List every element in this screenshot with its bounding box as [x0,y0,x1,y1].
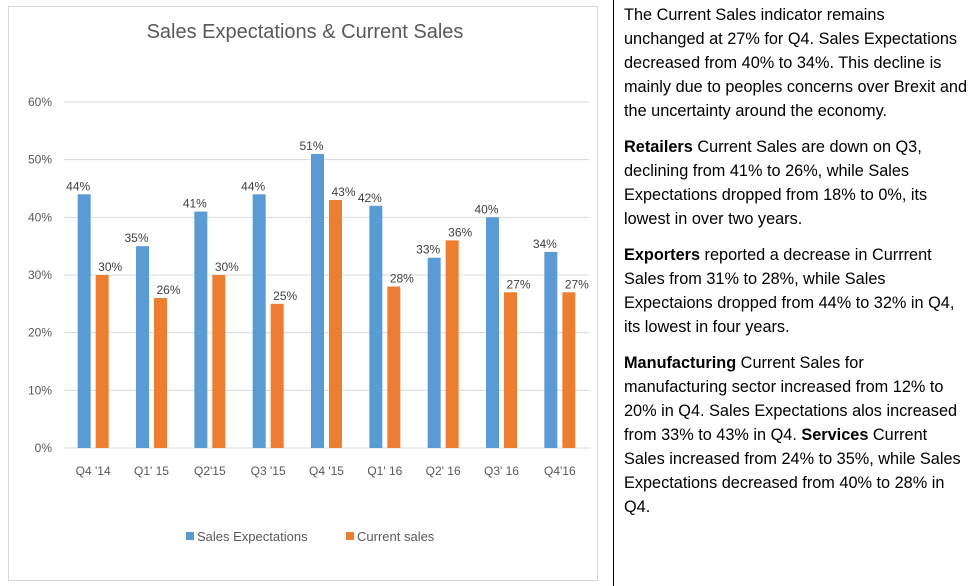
data-label: 30% [98,260,122,274]
x-tick-label: Q3 '15 [251,464,286,478]
legend-label: Sales Expectations [197,529,308,544]
bar-sales-expectations [252,194,266,448]
bar-sales-expectations [544,251,558,448]
services-text: Current Sales increased from 24% to 35%,… [624,426,961,516]
exporters-paragraph: Exporters reported a decrease in Currren… [624,243,969,339]
sales-bar-chart: Sales Expectations & Current Sales 0% 10%… [28,21,589,544]
bar-current-sales [387,286,401,448]
manufacturing-heading: Manufacturing [624,354,737,372]
column-divider [613,0,614,586]
y-tick-label: 40% [28,210,52,224]
bar-current-sales [270,303,284,448]
retailers-paragraph: Retailers Current Sales are down on Q3, … [624,135,969,231]
data-label: 44% [241,179,265,193]
y-tick-label: 60% [28,95,52,109]
data-label: 44% [66,179,90,193]
x-tick-label: Q4 '15 [309,464,344,478]
y-tick-label: 20% [28,326,52,340]
data-label: 36% [448,225,472,239]
commentary-panel: The Current Sales indicator remains unch… [624,3,969,531]
bar-sales-expectations [311,153,324,448]
y-tick-label: 0% [35,441,53,455]
manufacturing-paragraph: Manufacturing Current Sales for manufact… [624,351,969,519]
bar-current-sales [212,275,226,448]
data-label: 27% [506,277,530,291]
retailers-heading: Retailers [624,138,693,156]
data-label: 40% [474,202,498,216]
bar-sales-expectations [427,257,441,448]
services-heading: Services [801,426,869,444]
data-label: 28% [390,272,414,286]
manufacturing-text: Current Sales for manufacturing sector i… [624,354,958,444]
bar-current-sales [504,292,517,448]
x-tick-label: Q2'15 [194,464,226,478]
retailers-text: Current Sales are down on Q3, declining … [624,138,928,228]
bar-current-sales [562,292,576,448]
bar-current-sales [445,240,459,448]
data-label: 51% [299,139,323,153]
exporters-heading: Exporters [624,246,701,264]
bar-current-sales [329,200,342,448]
bar-sales-expectations [136,246,149,448]
chart-title: Sales Expectations & Current Sales [147,21,464,43]
data-label: 27% [565,277,589,291]
intro-text: The Current Sales indicator remains unch… [624,6,968,120]
data-label: 33% [416,243,440,257]
y-tick-label: 30% [28,268,52,282]
data-label: 43% [331,185,355,199]
x-tick-label: Q1' 16 [367,464,402,478]
x-tick-label: Q1' 15 [134,464,169,478]
y-tick-label: 10% [28,383,52,397]
data-label: 26% [156,283,180,297]
data-label: 25% [273,289,297,303]
x-tick-label: Q2' 16 [426,464,461,478]
bar-sales-expectations [369,205,383,448]
bar-sales-expectations [194,211,208,448]
x-tick-label: Q3' 16 [484,464,519,478]
intro-paragraph: The Current Sales indicator remains unch… [624,3,969,123]
chart-panel: Sales Expectations & Current Sales 0% 10%… [8,6,598,581]
x-tick-label: Q4'16 [544,464,576,478]
legend-label: Current sales [357,529,435,544]
exporters-text: reported a decrease in Currrent Sales fr… [624,246,955,336]
data-label: 30% [215,260,239,274]
bar-sales-expectations [486,217,499,448]
data-label: 34% [533,237,557,251]
data-label: 41% [183,197,207,211]
data-label: 42% [358,191,382,205]
y-tick-label: 50% [28,153,52,167]
bar-sales-expectations [77,194,91,448]
legend-swatch [186,532,194,540]
bar-current-sales [95,275,109,448]
x-tick-label: Q4 '14 [76,464,111,478]
data-label: 35% [124,231,148,245]
legend-swatch [346,532,354,540]
bar-current-sales [154,298,167,448]
